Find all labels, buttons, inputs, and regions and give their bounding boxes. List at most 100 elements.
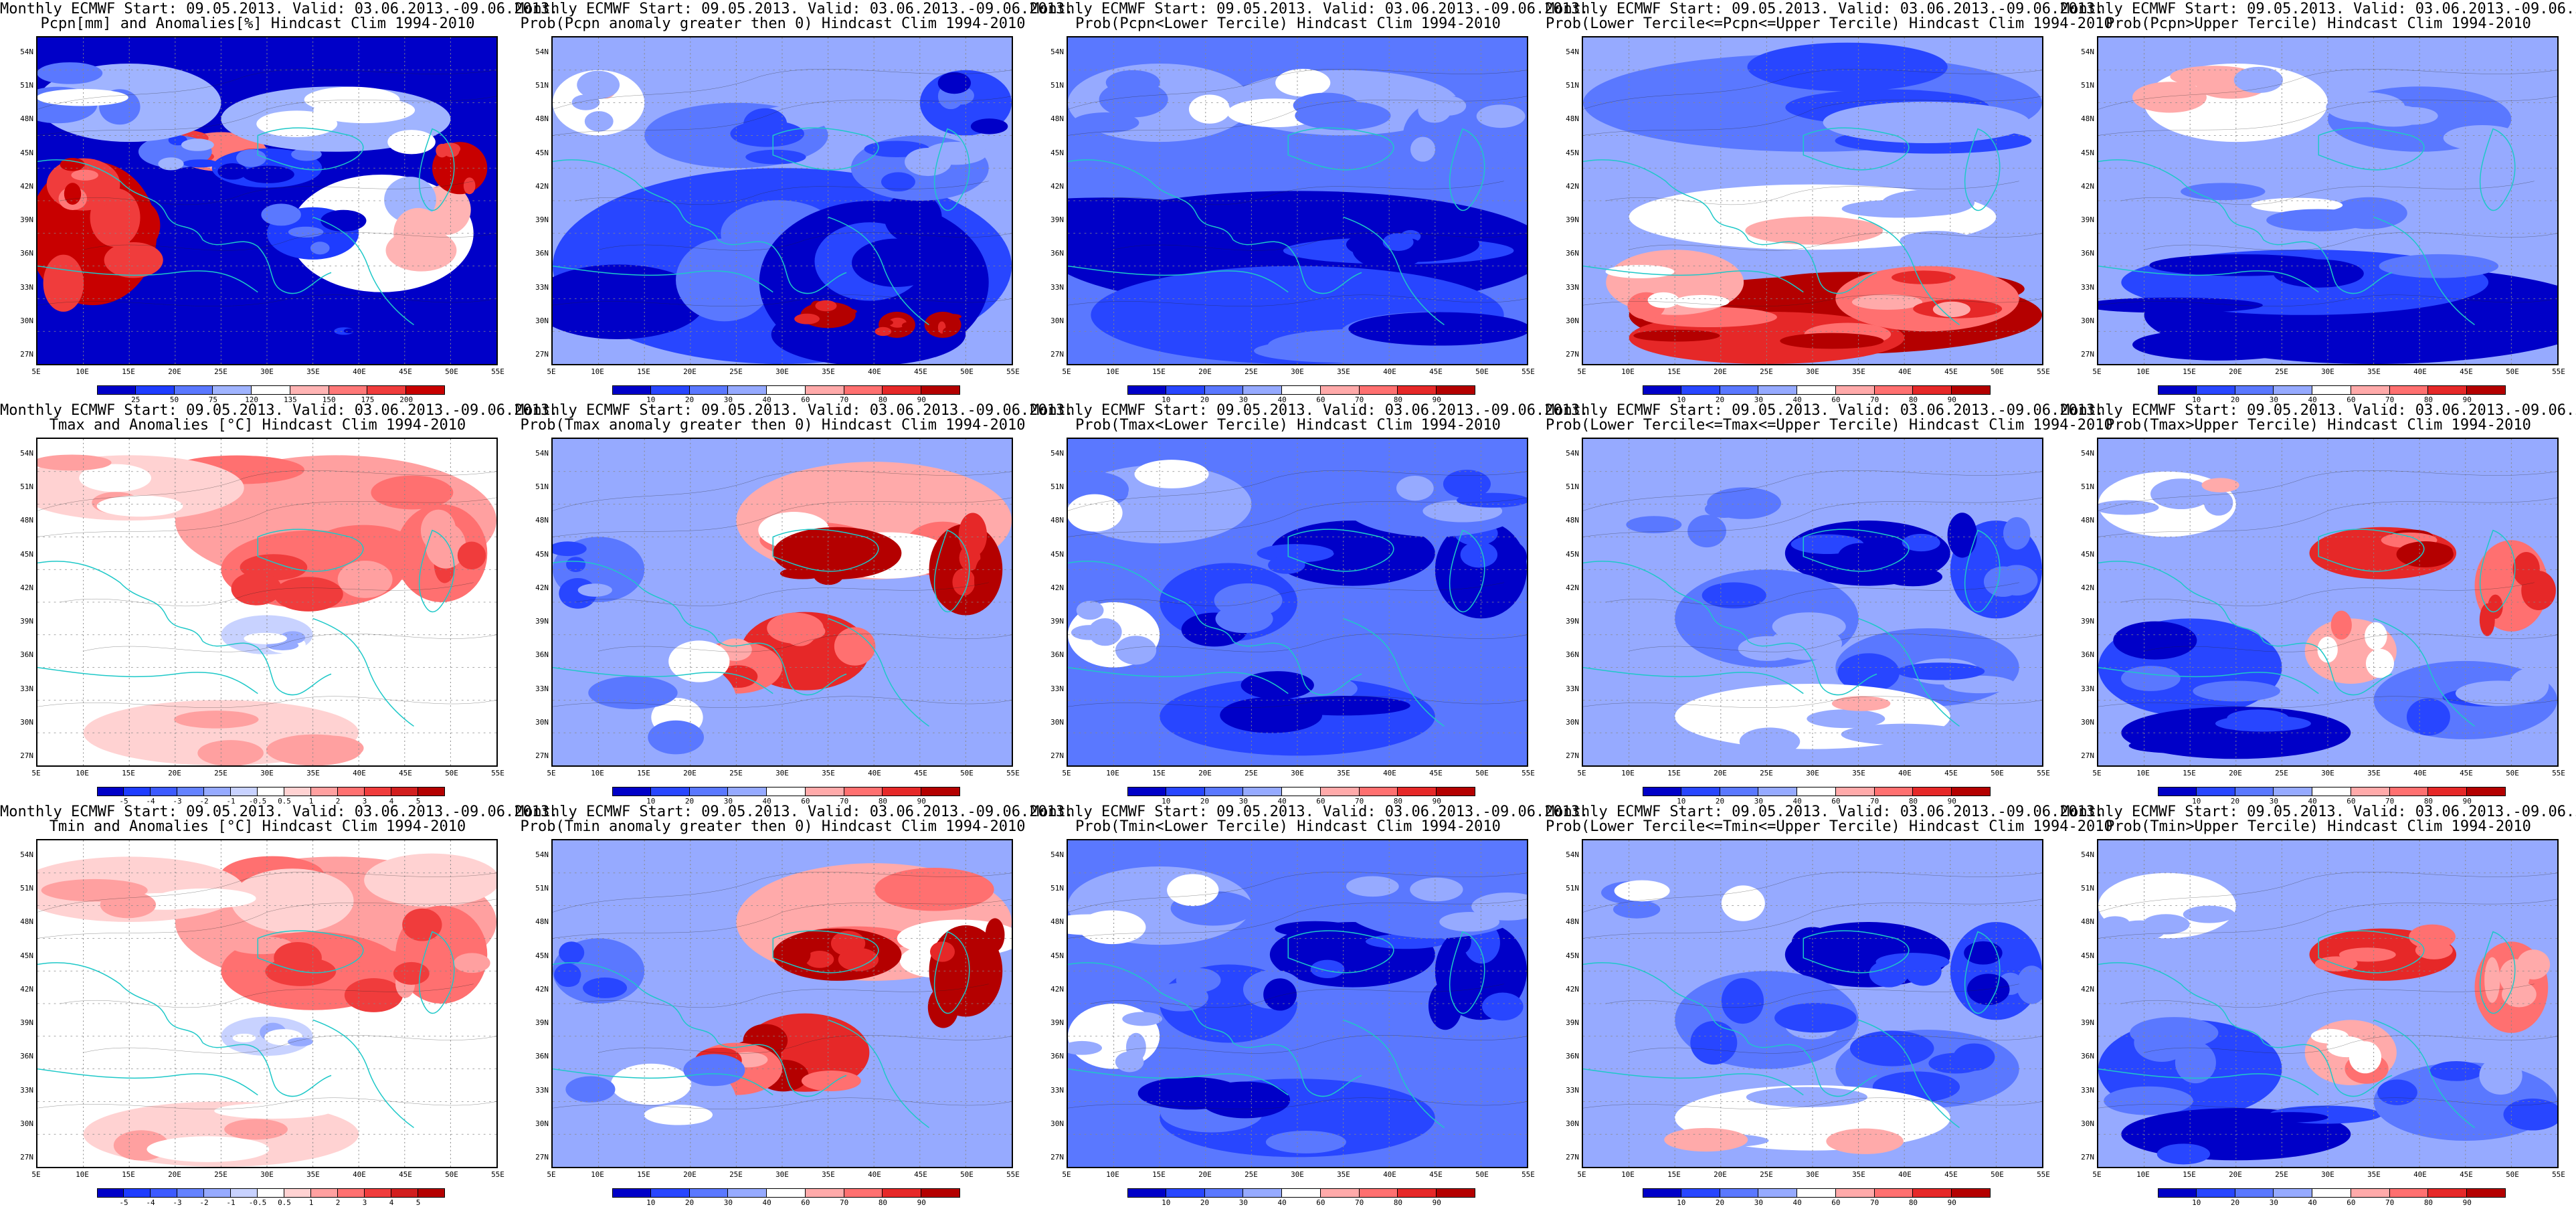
field-shade [1869,960,1909,988]
colorbar-tick-label: 60 [2347,797,2356,806]
coastline [1068,160,1233,240]
colorbar-tick-label: 70 [840,1198,849,1207]
colorbar [97,1188,445,1198]
longitude-label: 40E [353,769,366,777]
map-field [1583,840,2042,1167]
field-shade [2098,500,2159,515]
contour-line [1583,899,2042,939]
longitude-label: 45E [399,769,412,777]
colorbar-swatch [689,385,729,395]
longitude-label: 35E [306,769,320,777]
field-shade [43,254,84,312]
field-shade [2181,183,2266,201]
longitude-label: 45E [1429,769,1443,777]
coastline [2318,529,2424,571]
colorbar-swatch [1127,385,1166,395]
colorbar-tick-label: 40 [2308,797,2317,806]
coastline [718,240,846,294]
colorbar-swatch [418,1188,445,1198]
latitude-label: 36N [1050,650,1064,660]
colorbar [1643,787,1991,796]
field-shade [905,147,952,177]
coastline [37,160,203,240]
longitude-label: 30E [775,769,789,777]
longitude-label: 35E [1337,769,1350,777]
colorbar-tick-label: 10 [646,395,656,404]
colorbar-tick-label: 90 [2462,797,2472,806]
latitude-label: 45N [2081,549,2094,559]
forecast-panel: Monthly ECMWF Start: 09.05.2013. Valid: … [515,401,1073,806]
colorbar-swatch [2235,787,2274,796]
contour-line [2098,498,2557,537]
colorbar-tick-label: 10 [1162,395,1171,404]
longitude-label: 10E [2136,769,2150,777]
field-shade [1137,1077,1244,1110]
colorbar-tick-label: 25 [131,395,141,404]
colorbar-swatch [2351,385,2390,395]
field-shade [1068,914,1136,935]
field-shade [553,264,705,340]
colorbar-swatch [1127,787,1166,796]
field-shade [2415,941,2453,959]
longitude-label: 25E [2275,1170,2288,1179]
coastline [1748,240,1877,294]
field-shade [232,1033,256,1042]
colorbar-tick-label: 80 [1908,395,1918,404]
forecast-panel: Monthly ECMWF Start: 09.05.2013. Valid: … [1546,803,2113,1207]
panel-title-line2: Prob(Pcpn anomaly greater then 0) Hindca… [520,15,1026,32]
panel-title-line2: Prob(Lower Tercile<=Pcpn<=Upper Tercile)… [1546,15,2113,32]
colorbar-tick-label: 30 [1238,1198,1248,1207]
coastline [1583,561,1748,642]
colorbar-swatch [1166,385,1205,395]
latitude-label: 48N [1050,516,1064,525]
longitude-label: 25E [1245,1170,1258,1179]
colorbar-tick-label: 2 [335,1198,341,1207]
panel-title-line2: Prob(Pcpn<Lower Tercile) Hindcast Clim 1… [1075,15,1501,32]
field-shade [1410,136,1436,162]
colorbar-tick-label: 80 [878,797,888,806]
latitude-label: 51N [20,884,33,893]
coastline [1965,129,2000,211]
colorbar-tick-label: 40 [1792,1198,1802,1207]
latitude-label: 39N [535,617,549,626]
colorbar-tick-label: 70 [2385,797,2395,806]
longitude-label: 55E [2037,367,2050,376]
field-shade [875,327,892,337]
field-shade [439,143,461,155]
contour-line [37,899,496,939]
coastline [1583,963,1748,1043]
colorbar-swatch [284,1188,311,1198]
field-shade [1275,921,1356,937]
coastline [2318,931,2424,973]
field-shade [1268,556,1305,574]
colorbar-swatch [1758,787,1798,796]
field-shade [387,130,436,155]
field-shade [927,986,959,1028]
colorbar-swatch [2428,385,2468,395]
colorbar-swatch [1913,787,1952,796]
coastline [37,561,203,642]
field-shade [158,157,184,171]
longitude-label: 35E [1337,1170,1350,1179]
field-shade [929,941,955,962]
colorbar-swatch [2389,787,2429,796]
field-shade [1105,70,1160,95]
latitude-label: 42N [1050,583,1064,592]
field-shade [231,571,282,606]
map-frame [1582,438,2043,767]
latitude-label: 54N [2081,48,2094,56]
colorbar-swatch [1681,1188,1720,1198]
coastline [1748,1043,1877,1097]
field-shade [288,226,324,238]
contour-line [1068,899,1527,939]
colorbar-tick-label: 60 [801,1198,810,1207]
contour-line [60,181,473,205]
longitude-label: 25E [729,769,743,777]
longitude-label: 5E [547,1170,556,1179]
contour-line [2098,295,2557,306]
longitude-label: 20E [2229,769,2242,777]
longitude-label: 20E [168,367,181,376]
longitude-label: 20E [1714,367,1727,376]
field-shade [1482,992,1524,1021]
